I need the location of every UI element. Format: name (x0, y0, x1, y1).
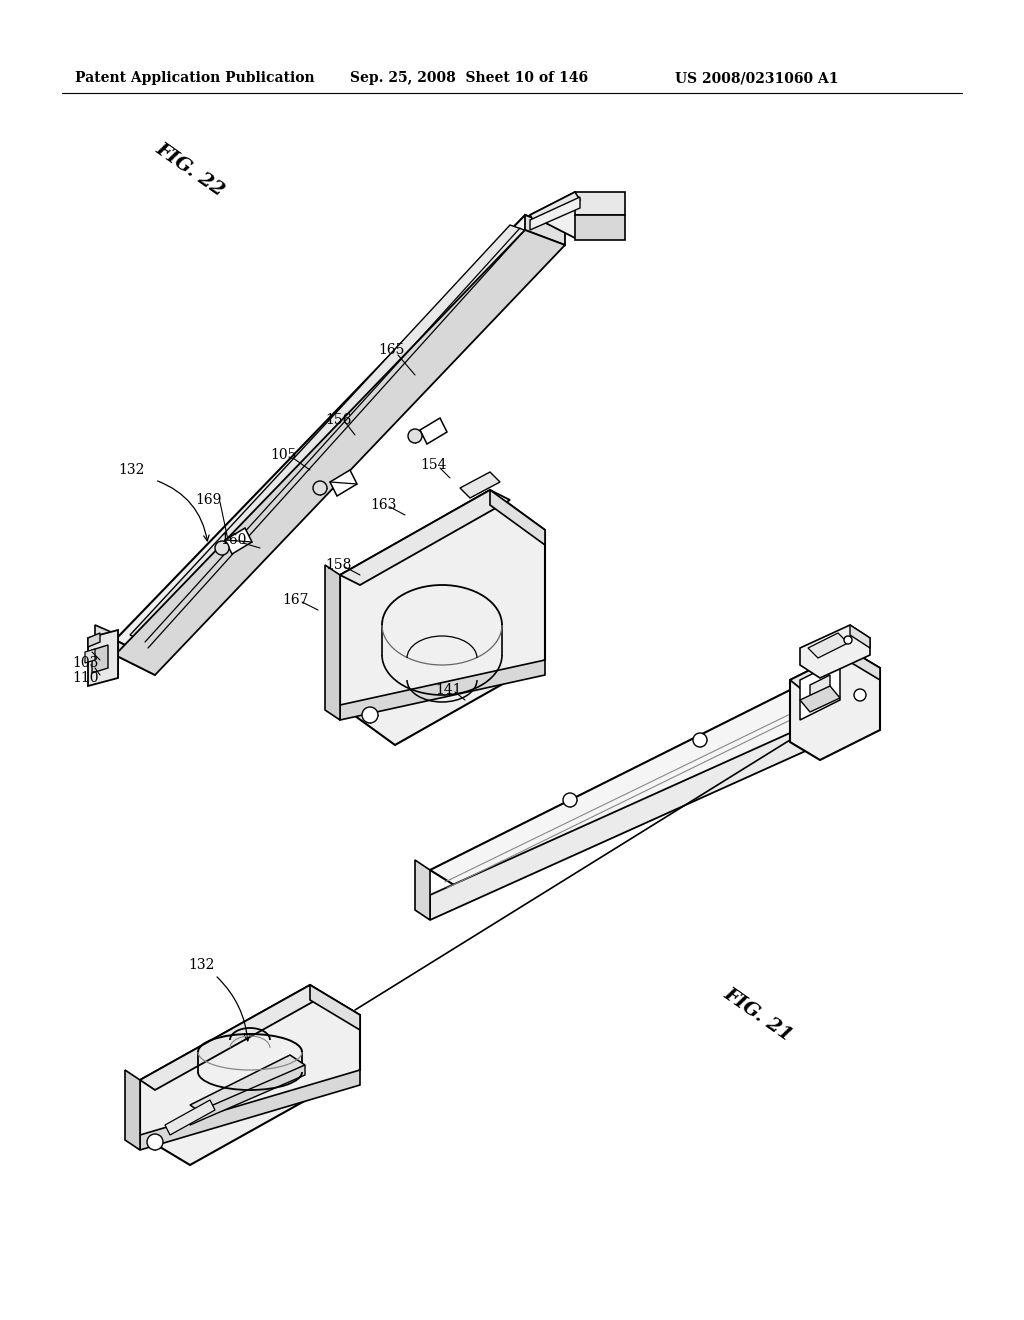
Circle shape (563, 793, 577, 807)
Polygon shape (490, 490, 545, 545)
Polygon shape (140, 985, 325, 1090)
Text: 132: 132 (188, 958, 214, 972)
Polygon shape (790, 649, 880, 760)
Polygon shape (325, 565, 340, 719)
Polygon shape (790, 649, 860, 688)
Polygon shape (810, 675, 830, 705)
Circle shape (215, 541, 229, 554)
Polygon shape (575, 215, 625, 240)
Text: 160: 160 (220, 533, 247, 546)
Text: Patent Application Publication: Patent Application Publication (75, 71, 314, 84)
Circle shape (693, 733, 707, 747)
Polygon shape (340, 660, 545, 719)
Polygon shape (340, 490, 545, 744)
Polygon shape (190, 1065, 305, 1125)
Polygon shape (310, 985, 360, 1030)
Polygon shape (115, 230, 565, 675)
Text: 110: 110 (72, 671, 98, 685)
Polygon shape (575, 191, 625, 215)
Polygon shape (198, 1052, 302, 1072)
Text: US 2008/0231060 A1: US 2008/0231060 A1 (675, 71, 839, 84)
Text: FIG. 22: FIG. 22 (152, 140, 227, 201)
Polygon shape (800, 660, 840, 719)
Text: 132: 132 (118, 463, 144, 477)
Polygon shape (530, 191, 580, 223)
Text: 141: 141 (435, 682, 462, 697)
Polygon shape (530, 197, 580, 230)
Circle shape (147, 1134, 163, 1150)
Polygon shape (415, 861, 430, 920)
Text: 169: 169 (195, 492, 221, 507)
Polygon shape (808, 634, 848, 657)
Polygon shape (92, 645, 108, 673)
Circle shape (854, 689, 866, 701)
Polygon shape (85, 649, 95, 663)
Text: 158: 158 (325, 558, 351, 572)
Text: 103: 103 (72, 656, 98, 671)
Polygon shape (330, 470, 357, 496)
Polygon shape (115, 215, 565, 660)
Polygon shape (850, 649, 880, 680)
Polygon shape (165, 1100, 215, 1135)
Polygon shape (95, 648, 118, 678)
Polygon shape (88, 630, 118, 686)
Polygon shape (525, 215, 565, 246)
Polygon shape (140, 1071, 360, 1150)
Polygon shape (420, 418, 447, 444)
Text: 163: 163 (370, 498, 396, 512)
Text: FIG. 21: FIG. 21 (720, 985, 796, 1045)
Text: 156: 156 (325, 413, 351, 426)
Polygon shape (800, 624, 870, 678)
Text: 105: 105 (270, 447, 296, 462)
Polygon shape (125, 1071, 140, 1150)
Polygon shape (140, 985, 360, 1166)
Polygon shape (430, 715, 830, 920)
Circle shape (362, 708, 378, 723)
Polygon shape (460, 473, 500, 498)
Polygon shape (225, 528, 252, 554)
Circle shape (844, 636, 852, 644)
Text: 154: 154 (420, 458, 446, 473)
Polygon shape (430, 690, 830, 895)
Polygon shape (115, 640, 155, 675)
Polygon shape (95, 624, 118, 657)
Polygon shape (800, 686, 840, 711)
Polygon shape (190, 1055, 305, 1115)
Polygon shape (530, 191, 620, 238)
Polygon shape (130, 224, 530, 645)
Polygon shape (340, 490, 510, 585)
Polygon shape (850, 624, 870, 648)
Text: Sep. 25, 2008  Sheet 10 of 146: Sep. 25, 2008 Sheet 10 of 146 (350, 71, 588, 84)
Circle shape (313, 480, 327, 495)
Text: 165: 165 (378, 343, 404, 356)
Polygon shape (88, 634, 100, 647)
Text: 167: 167 (282, 593, 308, 607)
Circle shape (408, 429, 422, 444)
